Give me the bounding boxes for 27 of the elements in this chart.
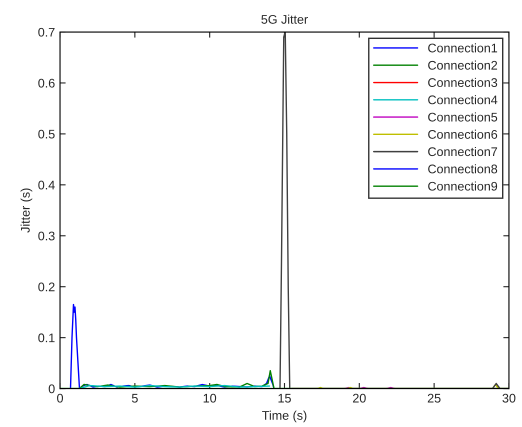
y-tick-label: 0.3 xyxy=(38,232,55,240)
y-tick-label: 0.4 xyxy=(38,180,55,190)
legend-label: Connection4 xyxy=(428,95,498,104)
y-tick-label: 0.1 xyxy=(38,333,55,342)
legend-label: Connection8 xyxy=(428,164,498,174)
legend-label: Connection2 xyxy=(428,60,498,70)
x-tick-label: 0 xyxy=(57,394,64,403)
legend-label: Connection6 xyxy=(428,130,498,139)
x-axis-title: Time (s) xyxy=(262,410,306,422)
legend-label: Connection7 xyxy=(428,146,498,156)
y-tick-label: 0 xyxy=(48,384,55,394)
legend-label: Connection9 xyxy=(428,181,498,191)
y-axis-title: Jitter (s) xyxy=(20,188,32,233)
x-tick-label: 30 xyxy=(502,394,516,403)
chart-title: 5G Jitter xyxy=(261,14,308,24)
x-tick-label: 25 xyxy=(428,394,441,403)
y-tick-label: 0.2 xyxy=(38,282,55,292)
x-tick-label: 20 xyxy=(352,394,366,403)
x-tick-label: 10 xyxy=(204,394,216,403)
x-tick-label: 15 xyxy=(278,394,291,403)
x-tick-label: 5 xyxy=(132,394,138,403)
legend-label: Connection5 xyxy=(428,112,498,122)
legend-label: Connection3 xyxy=(428,78,498,88)
y-tick-label: 0.7 xyxy=(38,28,55,37)
y-tick-label: 0.5 xyxy=(38,130,55,139)
legend-label: Connection1 xyxy=(428,43,498,52)
y-tick-label: 0.6 xyxy=(38,78,55,88)
